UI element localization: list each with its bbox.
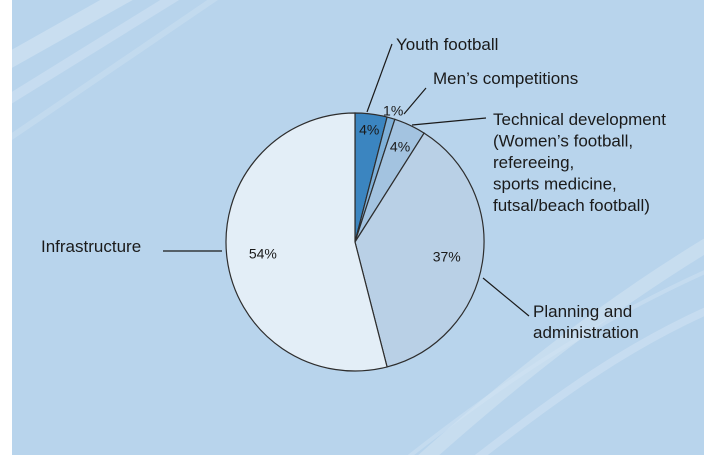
pie-slice-planning-administration <box>354 132 485 368</box>
category-label-mens-competitions: Men’s competitions <box>433 69 578 88</box>
leader-lines <box>163 43 530 317</box>
category-label-infrastructure: Infrastructure <box>41 237 141 256</box>
leader-line-technical-development <box>411 117 487 126</box>
category-label-technical-development: Technical development (Women’s football, r… <box>493 110 666 215</box>
value-label-planning-administration: 37% <box>433 249 461 265</box>
pie-slices <box>225 112 485 372</box>
background-streaks <box>12 0 704 455</box>
value-label-youth-football: 4% <box>359 121 379 137</box>
value-label-technical-development: 4% <box>390 138 410 154</box>
value-label-mens-competitions: 1% <box>383 103 403 119</box>
value-label-infrastructure: 54% <box>249 246 277 262</box>
category-label-youth-football: Youth football <box>396 35 498 54</box>
chart-panel: 4% 1% 4% 37% 54% Youth football Men’s competit… <box>12 0 704 455</box>
leader-line-mens-competitions <box>403 87 427 115</box>
leader-line-youth-football <box>366 43 393 113</box>
category-label-planning-administration: Planning and administration <box>533 302 639 342</box>
pie-slice-infrastructure <box>225 112 388 372</box>
leader-line-planning-administration <box>482 277 530 317</box>
